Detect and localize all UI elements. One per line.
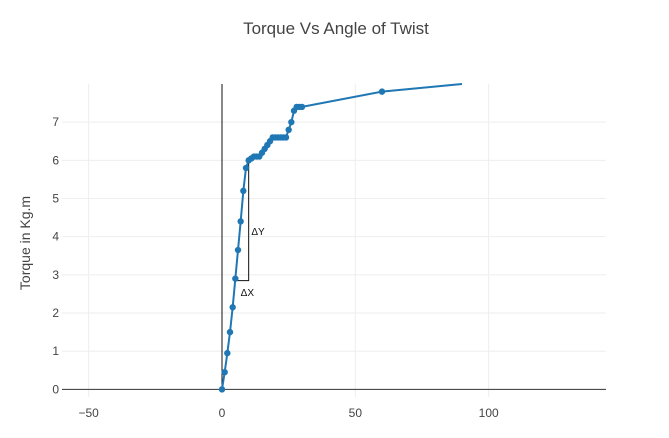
data-point[interactable]	[226, 328, 234, 336]
data-point[interactable]	[232, 275, 239, 282]
x-tick-label: 0	[219, 406, 226, 420]
chart-title: Torque Vs Angle of Twist	[243, 19, 429, 38]
data-point[interactable]	[240, 187, 247, 195]
x-tick-label: 100	[479, 406, 499, 420]
data-point[interactable]	[218, 386, 226, 393]
gridlines	[62, 84, 606, 397]
y-tick-label: 5	[52, 192, 59, 206]
y-tick-label: 6	[52, 153, 59, 167]
x-tick-label: −50	[78, 406, 99, 420]
plot-area	[218, 83, 463, 393]
tick-labels: −50 0 50 100 0 1 2 3 4 5 6 7	[52, 115, 499, 420]
annotations: ΔY ΔX	[241, 227, 265, 299]
data-point[interactable]	[237, 218, 244, 225]
y-tick-label: 3	[52, 268, 59, 282]
data-point[interactable]	[234, 246, 242, 254]
data-point[interactable]	[242, 164, 250, 172]
data-point[interactable]	[288, 118, 295, 126]
x-tick-label: 50	[349, 406, 363, 420]
y-tick-label: 7	[52, 115, 59, 129]
slope-triangle	[235, 160, 250, 282]
annotation-label: ΔX	[241, 288, 255, 299]
annotation-label: ΔY	[251, 227, 265, 238]
y-tick-label: 0	[52, 382, 59, 396]
y-tick-label: 1	[52, 344, 59, 358]
reference-lines	[221, 84, 250, 390]
data-point[interactable]	[224, 349, 231, 357]
data-point[interactable]	[378, 88, 386, 95]
data-point[interactable]	[229, 304, 236, 311]
data-point[interactable]	[221, 368, 228, 376]
y-tick-label: 4	[52, 230, 59, 244]
y-tick-label: 2	[52, 306, 59, 320]
y-axis-label: Torque in Kg.m	[17, 196, 33, 290]
data-point[interactable]	[282, 134, 290, 141]
data-point[interactable]	[285, 126, 292, 134]
data-point[interactable]	[298, 103, 306, 111]
